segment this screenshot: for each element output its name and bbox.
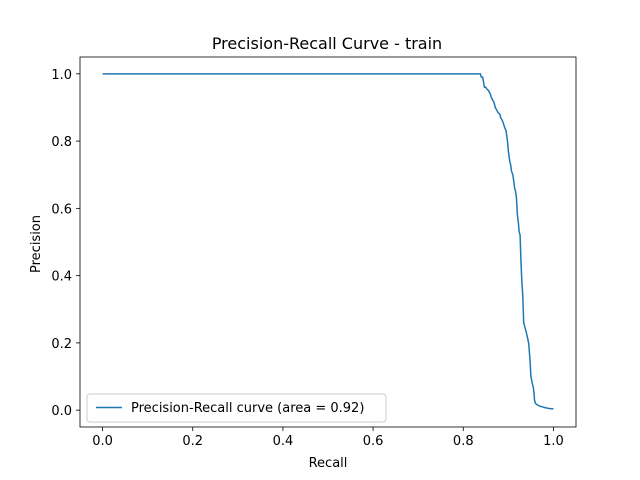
y-tick-label: 1.0 xyxy=(51,68,72,83)
y-tick-label: 0.4 xyxy=(51,270,72,285)
x-tick-label: 1.0 xyxy=(543,434,564,449)
legend: Precision-Recall curve (area = 0.92) xyxy=(86,393,387,423)
y-tick-label: 0.2 xyxy=(51,337,72,352)
x-axis-label: Recall xyxy=(309,456,348,471)
legend-entry-label: Precision-Recall curve (area = 0.92) xyxy=(131,401,364,416)
chart-title: Precision-Recall Curve - train xyxy=(212,34,442,53)
y-tick-label: 0.8 xyxy=(51,135,72,150)
axes: 0.0 0.2 0.4 0.6 0.8 1.0 0.0 0.2 0.4 0.6 0.8 1.0 xyxy=(51,56,577,449)
x-tick-label: 0.2 xyxy=(182,434,203,449)
axes-frame xyxy=(79,56,577,428)
legend-box xyxy=(86,393,387,423)
y-axis-label: Precision xyxy=(29,215,44,273)
x-tick-label: 0.0 xyxy=(92,434,113,449)
x-tick-label: 0.8 xyxy=(453,434,474,449)
x-tick-label: 0.6 xyxy=(363,434,384,449)
y-tick-label: 0.6 xyxy=(51,202,72,217)
series-line-0 xyxy=(102,73,554,410)
x-tick-label: 0.4 xyxy=(273,434,294,449)
y-tick-label: 0.0 xyxy=(51,404,72,419)
plot-area xyxy=(102,73,554,410)
